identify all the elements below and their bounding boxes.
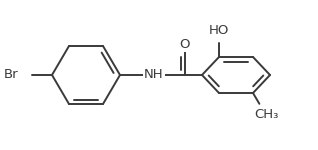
Text: NH: NH <box>144 69 164 81</box>
Text: Br: Br <box>3 69 18 81</box>
Text: HO: HO <box>209 24 229 36</box>
Text: O: O <box>180 38 190 51</box>
Text: CH₃: CH₃ <box>254 108 278 122</box>
